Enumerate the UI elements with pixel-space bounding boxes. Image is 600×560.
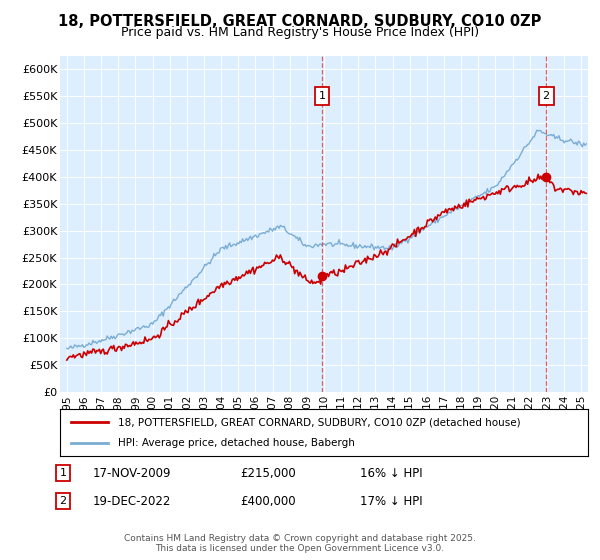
Text: 17-NOV-2009: 17-NOV-2009: [93, 466, 172, 480]
Text: Contains HM Land Registry data © Crown copyright and database right 2025.
This d: Contains HM Land Registry data © Crown c…: [124, 534, 476, 553]
Text: 2: 2: [59, 496, 67, 506]
Text: 2: 2: [542, 91, 550, 101]
Text: 17% ↓ HPI: 17% ↓ HPI: [360, 494, 422, 508]
Text: 18, POTTERSFIELD, GREAT CORNARD, SUDBURY, CO10 0ZP: 18, POTTERSFIELD, GREAT CORNARD, SUDBURY…: [58, 14, 542, 29]
Text: HPI: Average price, detached house, Babergh: HPI: Average price, detached house, Babe…: [118, 438, 355, 448]
Text: 1: 1: [319, 91, 325, 101]
Text: Price paid vs. HM Land Registry's House Price Index (HPI): Price paid vs. HM Land Registry's House …: [121, 26, 479, 39]
Text: 1: 1: [59, 468, 67, 478]
Text: 19-DEC-2022: 19-DEC-2022: [93, 494, 172, 508]
Text: £400,000: £400,000: [240, 494, 296, 508]
Text: £215,000: £215,000: [240, 466, 296, 480]
Text: 18, POTTERSFIELD, GREAT CORNARD, SUDBURY, CO10 0ZP (detached house): 18, POTTERSFIELD, GREAT CORNARD, SUDBURY…: [118, 417, 521, 427]
Text: 16% ↓ HPI: 16% ↓ HPI: [360, 466, 422, 480]
